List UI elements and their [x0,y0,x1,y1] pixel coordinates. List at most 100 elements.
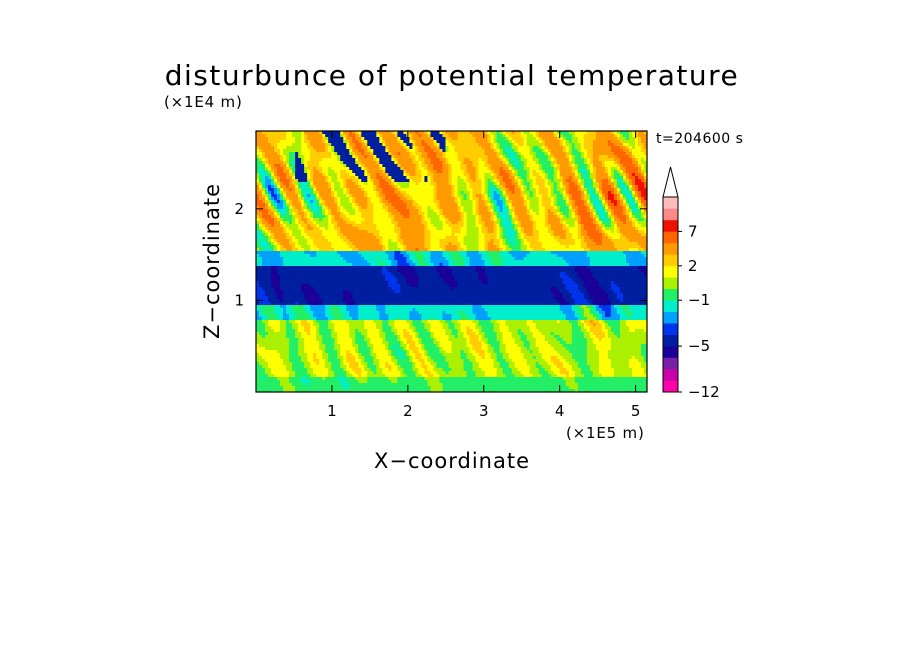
heatmap-cell [601,194,606,198]
heatmap-cell [439,149,443,153]
heatmap-cell [337,170,341,174]
heatmap-cell [565,230,570,234]
heatmap-cell [412,143,416,147]
heatmap-cell [478,215,482,219]
heatmap-cell [403,182,407,186]
heatmap-cell [376,137,380,141]
heatmap-cell [451,233,455,237]
heatmap-cell [280,170,284,174]
heatmap-cell [556,206,561,210]
heatmap-cell [277,212,281,216]
heatmap-cell [478,209,482,213]
heatmap-cell [505,173,510,177]
heatmap-cell [604,137,609,141]
heatmap-cell [628,170,633,174]
heatmap-cell [502,191,507,195]
heatmap-cell [292,224,296,228]
heatmap-cell [625,191,630,195]
heatmap-cell [481,221,485,225]
heatmap-cell [352,137,356,141]
heatmap-cell [382,230,386,234]
heatmap-cell [478,155,482,159]
heatmap-cell [331,221,335,225]
heatmap-cell [355,203,359,207]
heatmap-cell [565,146,570,150]
heatmap-cell [397,182,401,186]
heatmap-cell [322,161,326,165]
heatmap-cell [541,161,546,165]
heatmap-cell [298,194,302,198]
heatmap-cell [283,140,287,144]
heatmap-cell [499,167,504,171]
heatmap-cell [337,134,341,138]
heatmap-cell [379,164,383,168]
heatmap-cell [607,191,612,195]
heatmap-cell [616,173,621,177]
heatmap-cell [553,134,558,138]
heatmap-cell [301,230,305,234]
heatmap-cell [511,167,516,171]
heatmap-cell [280,209,284,213]
heatmap-cell [406,188,410,192]
heatmap-cell [319,131,323,135]
heatmap-cell [556,143,561,147]
heatmap-cell [265,176,269,180]
heatmap-cell [319,146,323,150]
heatmap-cell [313,245,317,249]
heatmap-cell [631,173,636,177]
heatmap-cell [577,197,582,201]
heatmap-cell [616,224,621,228]
heatmap-cell [583,176,588,180]
heatmap-cell [616,188,621,192]
heatmap-cell [379,245,383,249]
heatmap-cell [370,194,374,198]
heatmap-cell [361,239,365,243]
heatmap-cell [310,236,314,240]
heatmap-cell [628,146,633,150]
heatmap-cell [478,224,482,228]
heatmap-cell [454,131,458,135]
heatmap-cell [514,191,519,195]
heatmap-cell [637,143,642,147]
heatmap-cell [598,224,603,228]
heatmap-cell [358,197,362,201]
heatmap-cell [271,224,275,228]
heatmap-cell [601,173,606,177]
heatmap-cell [643,197,647,201]
heatmap-cell [283,218,287,222]
heatmap-cell [613,188,618,192]
heatmap-cell [433,158,437,162]
heatmap-cell [412,167,416,171]
heatmap-cell [310,221,314,225]
heatmap-cell [418,173,422,177]
heatmap-cell [307,167,311,171]
heatmap-cell [355,212,359,216]
heatmap-cell [547,233,552,237]
heatmap-cell [637,182,642,186]
heatmap-cell [439,164,443,168]
heatmap-cell [466,182,470,186]
heatmap-cell [445,200,449,204]
heatmap-cell [625,233,630,237]
heatmap-cell [487,230,491,234]
heatmap-cell [463,239,467,243]
heatmap-cell [283,164,287,168]
heatmap-cell [427,185,431,189]
heatmap-cell [394,152,398,156]
heatmap-cell [535,140,540,144]
heatmap-cell [475,158,479,162]
heatmap-cell [340,146,344,150]
heatmap-cell [334,245,338,249]
heatmap-cell [382,173,386,177]
heatmap-cell [568,191,573,195]
heatmap-cell [604,158,609,162]
heatmap-cell [280,203,284,207]
heatmap-cell [574,185,579,189]
heatmap-cell [301,158,305,162]
heatmap-cell [415,149,419,153]
heatmap-cell [385,203,389,207]
heatmap-cell [286,239,290,243]
heatmap-cell [301,239,305,243]
heatmap-cell [562,134,567,138]
heatmap-cell [433,155,437,159]
